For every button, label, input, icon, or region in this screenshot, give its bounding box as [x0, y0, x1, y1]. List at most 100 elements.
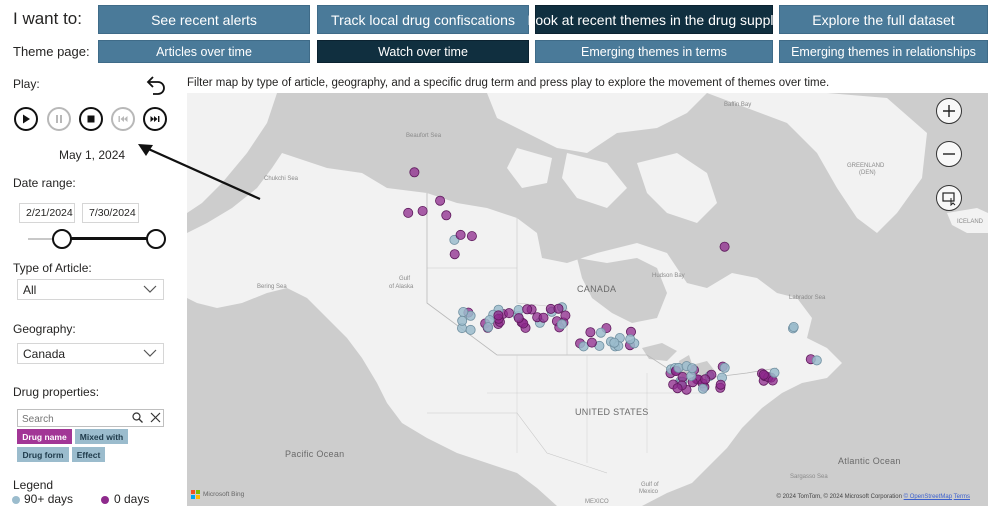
theme-page-label: Theme page:	[13, 44, 90, 59]
map-point[interactable]	[513, 313, 524, 324]
nav-see-recent-alerts[interactable]: See recent alerts	[98, 5, 310, 34]
legend-new-swatch	[101, 496, 109, 504]
map-point[interactable]	[483, 322, 494, 333]
map-point[interactable]	[585, 327, 596, 338]
chip-drug-name[interactable]: Drug name	[17, 429, 72, 444]
article-type-dropdown[interactable]: All	[17, 279, 164, 300]
map-attribution: © 2024 TomTom, © 2024 Microsoft Corporat…	[777, 494, 971, 500]
zoom-in-icon[interactable]	[936, 98, 962, 124]
end-date-input[interactable]: 7/30/2024	[82, 203, 139, 223]
nav-recent-themes[interactable]: Look at recent themes in the drug supply	[528, 5, 780, 34]
map-point[interactable]	[578, 341, 589, 352]
date-range-slider[interactable]	[28, 229, 168, 249]
map-label-greenland: GREENLAND	[847, 163, 885, 169]
map-basemap	[187, 93, 988, 506]
map-point[interactable]	[687, 363, 698, 374]
map-point[interactable]	[466, 231, 477, 242]
map-point[interactable]	[435, 195, 446, 206]
drug-search-input[interactable]	[20, 411, 129, 427]
map-point[interactable]	[697, 383, 708, 394]
drug-properties-label: Drug properties:	[13, 385, 100, 399]
drug-search-box[interactable]	[17, 409, 164, 427]
slider-start-handle[interactable]	[52, 229, 72, 249]
map-container[interactable]: Baffin Bay Beaufort Sea Chukchi Sea GREE…	[187, 93, 988, 506]
map-point[interactable]	[715, 379, 726, 390]
undo-icon[interactable]	[144, 75, 168, 99]
map-point[interactable]	[449, 249, 460, 260]
map-point[interactable]	[504, 308, 515, 319]
map-label-baffin-bay: Baffin Bay	[724, 102, 752, 108]
pause-icon[interactable]	[47, 107, 71, 131]
map-point[interactable]	[409, 167, 420, 178]
chip-effect[interactable]: Effect	[72, 447, 105, 462]
legend-title: Legend	[13, 478, 54, 492]
map-point[interactable]	[769, 367, 780, 378]
map-point[interactable]	[673, 362, 684, 373]
map-point[interactable]	[609, 337, 620, 348]
skip-forward-icon[interactable]	[143, 107, 167, 131]
map-point[interactable]	[788, 321, 799, 332]
clear-icon[interactable]	[149, 411, 162, 429]
map-label-canada: CANADA	[577, 284, 617, 294]
nav-track-drug-confiscations[interactable]: Track local drug confiscations	[317, 5, 529, 34]
map-point[interactable]	[455, 229, 466, 240]
annotation-arrow	[138, 144, 261, 201]
tab-emerging-terms[interactable]: Emerging themes in terms	[535, 40, 773, 63]
terms-link[interactable]: Terms	[953, 494, 970, 500]
map-point[interactable]	[719, 362, 730, 373]
play-icon[interactable]	[14, 107, 38, 131]
map-label-gulf-mexico-1: Gulf of	[641, 482, 659, 488]
tab-watch-over-time[interactable]: Watch over time	[317, 40, 529, 63]
chip-mixed-with[interactable]: Mixed with	[75, 429, 128, 444]
map-point[interactable]	[672, 383, 683, 394]
map-points-layer	[403, 167, 822, 395]
map-label-gulf-alaska-1: Gulf	[399, 276, 411, 282]
map-label-sargasso-sea: Sargasso Sea	[790, 474, 828, 480]
search-icon[interactable]	[131, 411, 144, 429]
map-point[interactable]	[493, 310, 504, 321]
select-area-icon[interactable]	[936, 185, 962, 211]
map-point[interactable]	[457, 315, 468, 326]
start-date-input[interactable]: 2/21/2024	[19, 203, 75, 223]
map-point[interactable]	[811, 355, 822, 366]
geography-value: Canada	[23, 346, 66, 361]
slider-fill	[62, 237, 156, 240]
legend-new-label: 0 days	[114, 492, 150, 506]
slider-end-handle[interactable]	[146, 229, 166, 249]
tab-emerging-relationships[interactable]: Emerging themes in relationships	[779, 40, 988, 63]
skip-back-icon[interactable]	[111, 107, 135, 131]
map-point[interactable]	[441, 210, 452, 221]
map-point[interactable]	[586, 337, 597, 348]
map-point[interactable]	[522, 304, 533, 315]
chip-drug-form[interactable]: Drug form	[17, 447, 69, 462]
copyright-text: © 2024 TomTom, © 2024 Microsoft Corporat…	[776, 494, 902, 500]
map-point[interactable]	[625, 334, 636, 345]
nav-explore-dataset[interactable]: Explore the full dataset	[779, 5, 988, 34]
map-label-iceland: ICELAND	[957, 219, 984, 225]
zoom-out-icon[interactable]	[936, 141, 962, 167]
current-date: May 1, 2024	[59, 148, 126, 162]
map-label-gulf-alaska-2: of Alaska	[389, 284, 414, 290]
map-point[interactable]	[758, 369, 769, 380]
map-point[interactable]	[538, 312, 549, 323]
tab-articles-over-time[interactable]: Articles over time	[98, 40, 310, 63]
map-point[interactable]	[595, 327, 606, 338]
map-point[interactable]	[458, 306, 469, 317]
map-label-atlantic-ocean: Atlantic Ocean	[838, 456, 901, 466]
stop-icon[interactable]	[79, 107, 103, 131]
map-label-labrador-sea: Labrador Sea	[789, 295, 826, 301]
map-point[interactable]	[553, 303, 564, 314]
article-type-label: Type of Article:	[13, 261, 92, 275]
map-point[interactable]	[719, 241, 730, 252]
osm-link[interactable]: © OpenStreetMap	[903, 494, 953, 500]
map-label-bering-sea: Bering Sea	[257, 284, 287, 290]
map-point[interactable]	[403, 207, 414, 218]
map-point[interactable]	[560, 310, 571, 321]
map-point[interactable]	[465, 324, 476, 335]
legend-old-label: 90+ days	[24, 492, 74, 506]
date-range-label: Date range:	[13, 176, 76, 190]
map-point[interactable]	[700, 374, 711, 385]
map-point[interactable]	[556, 319, 567, 330]
map-point[interactable]	[417, 206, 428, 217]
geography-dropdown[interactable]: Canada	[17, 343, 164, 364]
